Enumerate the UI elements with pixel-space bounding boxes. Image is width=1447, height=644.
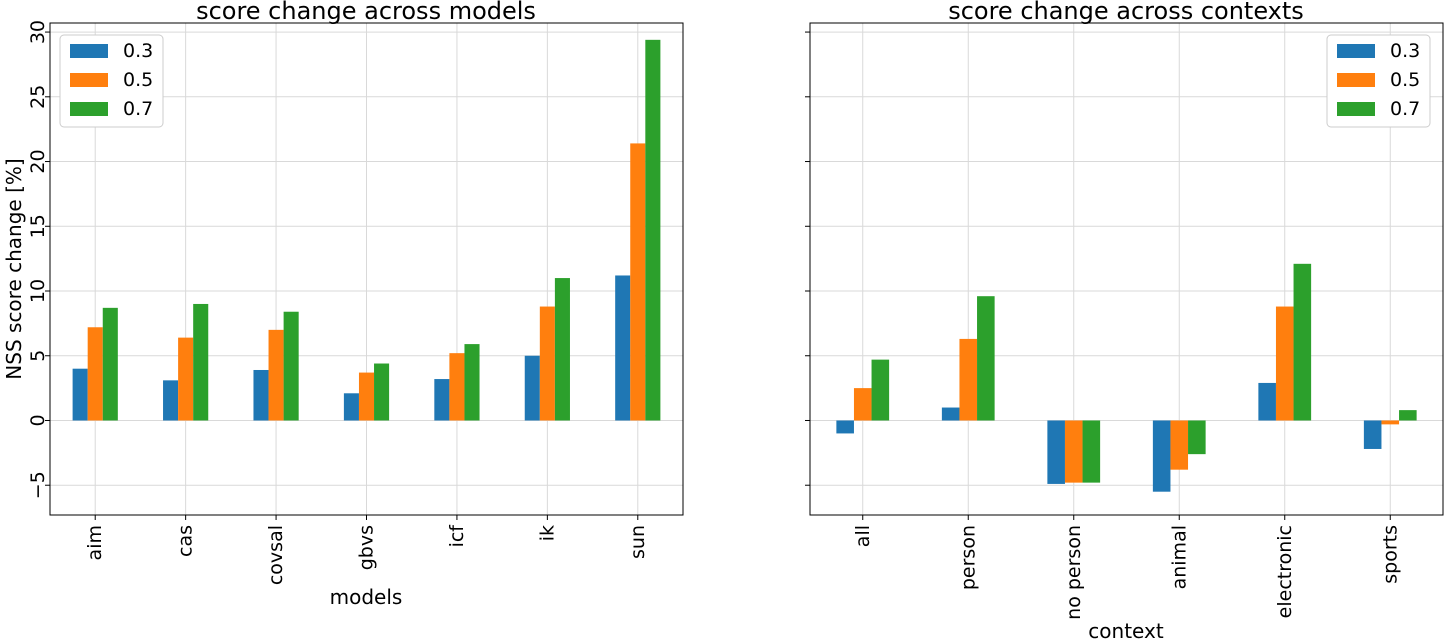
x-tick-label: all xyxy=(852,525,874,547)
legend-swatch xyxy=(70,44,108,58)
bar-05-animal xyxy=(1170,420,1189,470)
bar-07-aim xyxy=(102,307,118,421)
x-tick-label: sports xyxy=(1379,525,1401,584)
y-tick-label: −5 xyxy=(27,471,49,499)
legend-swatch xyxy=(1337,102,1375,116)
chart-title: score change across models xyxy=(196,0,536,25)
legend-label: 0.5 xyxy=(123,69,153,91)
legend-label: 0.3 xyxy=(123,40,153,62)
bar-05-electronic xyxy=(1275,306,1294,421)
bar-05-ik xyxy=(539,306,555,421)
legend-swatch xyxy=(1337,44,1375,58)
y-tick-label: 15 xyxy=(27,214,49,238)
bar-03-animal xyxy=(1152,420,1171,492)
chart-title: score change across contexts xyxy=(948,0,1304,25)
bar-03-icf xyxy=(434,379,450,421)
legend: 0.3 0.5 0.7 xyxy=(59,34,164,128)
y-axis-label: NSS score change [%] xyxy=(2,158,26,379)
bar-07-person xyxy=(977,296,995,421)
bar-03-ik xyxy=(524,355,540,421)
legend-swatch xyxy=(70,73,108,87)
x-axis-label: context xyxy=(1088,619,1164,643)
chart-panel-2: all person no person animal electronic sports… xyxy=(805,0,1444,643)
x-axis-label: models xyxy=(330,585,403,609)
bar-07-all xyxy=(871,359,890,421)
x-tick-label: no person xyxy=(1063,525,1085,620)
bar-03-sports xyxy=(1363,420,1382,449)
x-tick-label: aim xyxy=(84,525,106,560)
bar-03-no-person xyxy=(1047,420,1065,484)
x-tick-label: covsal xyxy=(265,525,287,585)
legend-label: 0.7 xyxy=(1390,98,1420,120)
bar-05-icf xyxy=(449,353,465,421)
x-tick-label: icf xyxy=(446,524,468,548)
legend-label: 0.5 xyxy=(1390,69,1420,91)
x-tick-label: person xyxy=(957,525,979,590)
y-tick-label: 25 xyxy=(27,85,49,109)
bar-05-aim xyxy=(87,327,103,421)
bar-05-sports xyxy=(1381,420,1400,425)
chart-panel-1: −5 0 5 10 15 20 25 30 aim cas covsal gbvs icf ik sun sc… xyxy=(2,0,684,609)
bar-07-cas xyxy=(193,303,209,421)
bar-03-cas xyxy=(163,380,179,421)
x-tick-label: animal xyxy=(1168,525,1190,589)
y-tick-label: 10 xyxy=(27,279,49,303)
bar-07-sun xyxy=(645,39,661,421)
bar-03-sun xyxy=(615,275,631,421)
plot-frame xyxy=(809,22,1444,516)
bar-07-ik xyxy=(554,278,570,421)
y-tick-label: 30 xyxy=(27,20,49,44)
bar-03-aim xyxy=(72,368,88,421)
legend-label: 0.7 xyxy=(123,98,153,120)
bar-05-covsal xyxy=(268,329,284,421)
bar-07-animal xyxy=(1188,420,1206,455)
y-tick-label: 5 xyxy=(27,350,49,362)
legend-swatch xyxy=(1337,73,1375,87)
y-tick-label: 0 xyxy=(27,414,49,426)
bar-07-covsal xyxy=(283,311,299,421)
bar-07-no-person xyxy=(1082,420,1101,483)
bar-05-sun xyxy=(630,143,646,421)
bar-05-person xyxy=(959,338,978,421)
x-tick-label: electronic xyxy=(1274,525,1296,618)
legend-label: 0.3 xyxy=(1390,40,1420,62)
bar-07-electronic xyxy=(1293,263,1312,421)
x-tick-label: ik xyxy=(536,525,558,541)
bar-05-all xyxy=(853,388,872,421)
x-tick-label: gbvs xyxy=(356,525,378,570)
bar-03-electronic xyxy=(1258,382,1276,421)
x-tick-label: sun xyxy=(627,525,649,559)
bar-07-sports xyxy=(1399,410,1417,421)
bar-03-covsal xyxy=(253,369,269,421)
bar-05-no-person xyxy=(1064,420,1083,483)
bar-05-gbvs xyxy=(358,372,375,421)
bar-03-person xyxy=(941,407,960,421)
legend: 0.3 0.5 0.7 xyxy=(1326,34,1431,128)
bar-05-cas xyxy=(178,337,194,421)
bar-03-all xyxy=(836,420,854,434)
legend-swatch xyxy=(70,102,108,116)
y-tick-label: 20 xyxy=(27,149,49,173)
bar-03-gbvs xyxy=(343,393,359,421)
bar-07-icf xyxy=(464,344,480,421)
x-tick-label: cas xyxy=(175,525,197,557)
bar-07-gbvs xyxy=(374,363,390,421)
